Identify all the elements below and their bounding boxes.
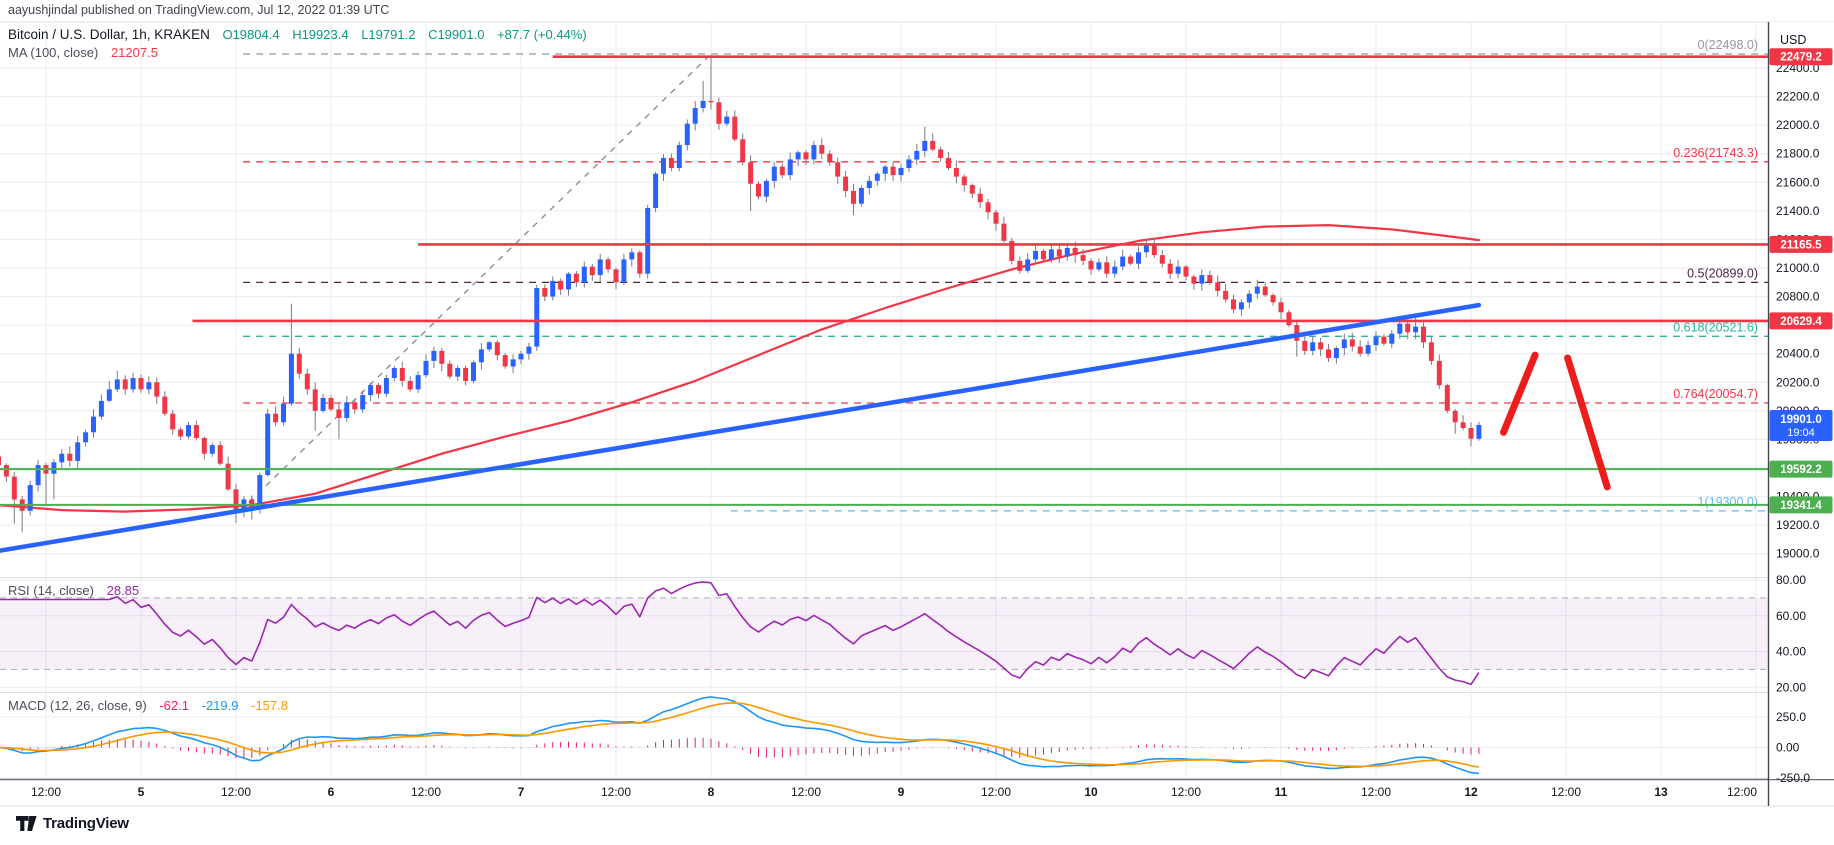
rsi-value: 28.85 [106, 583, 140, 598]
svg-text:20800.0: 20800.0 [1776, 290, 1820, 304]
level-badge [1769, 48, 1833, 66]
svg-text:20400.0: 20400.0 [1776, 347, 1820, 361]
svg-text:8: 8 [708, 785, 715, 799]
tv-logo-text: TradingView [43, 815, 129, 832]
main-legend[interactable]: Bitcoin / U.S. Dollar, 1h, KRAKEN O19804… [8, 27, 596, 42]
projection-arrows[interactable] [1500, 351, 1611, 491]
macd-hist-value: -62.1 [159, 698, 189, 713]
ma-label[interactable]: MA (100, close) [8, 45, 99, 60]
svg-text:12:00: 12:00 [31, 785, 61, 799]
svg-text:22479.2: 22479.2 [1780, 52, 1822, 64]
svg-text:10: 10 [1084, 785, 1098, 799]
svg-text:0.764(20054.7): 0.764(20054.7) [1673, 387, 1758, 401]
tv-logo-icon [16, 816, 37, 831]
svg-text:21000.0: 21000.0 [1776, 261, 1820, 275]
svg-text:12:00: 12:00 [791, 785, 821, 799]
macd-label[interactable]: MACD (12, 26, close, 9) [8, 698, 147, 713]
svg-text:11: 11 [1275, 785, 1288, 799]
bar-countdown: 19:04 [1787, 427, 1815, 439]
svg-text:19592.2: 19592.2 [1780, 464, 1822, 476]
svg-text:12: 12 [1464, 785, 1478, 799]
svg-text:19901.0: 19901.0 [1780, 414, 1822, 426]
svg-text:1(19300.0): 1(19300.0) [1698, 495, 1758, 509]
price-change: +87.7 (+0.44%) [497, 27, 587, 42]
svg-text:20200.0: 20200.0 [1776, 375, 1820, 389]
ma-value: 21207.5 [110, 45, 158, 60]
svg-text:0(22498.0): 0(22498.0) [1698, 38, 1758, 52]
svg-text:0.236(21743.3): 0.236(21743.3) [1673, 146, 1758, 160]
macd-main-value: -219.9 [201, 698, 239, 713]
rsi-band [0, 597, 1768, 670]
macd-signal-value: -157.8 [251, 698, 288, 713]
svg-text:12:00: 12:00 [601, 785, 631, 799]
svg-text:60.00: 60.00 [1776, 609, 1806, 623]
time-scale[interactable]: 12:00 5 12:00 6 12:00 7 12:00 8 12:00 9 12:00 10 12:… [0, 778, 1834, 807]
svg-text:-250.0: -250.0 [1776, 771, 1810, 785]
symbol-title[interactable]: Bitcoin / U.S. Dollar, 1h, KRAKEN [8, 27, 210, 42]
tradingview-logo[interactable]: TradingView [16, 815, 129, 832]
blue-trendline[interactable] [0, 302, 1482, 553]
svg-text:9: 9 [898, 785, 905, 799]
ohlc-close: C19901.0 [428, 27, 485, 42]
ohlc-high: H19923.4 [292, 27, 349, 42]
svg-text:0.00: 0.00 [1776, 741, 1800, 755]
candles [0, 55, 1482, 533]
svg-text:0.618(20521.6): 0.618(20521.6) [1673, 320, 1758, 334]
svg-text:21400.0: 21400.0 [1776, 204, 1820, 218]
svg-text:5: 5 [138, 785, 145, 799]
pane-separators[interactable] [0, 21, 1834, 693]
rsi-label[interactable]: RSI (14, close) [8, 583, 94, 598]
svg-text:12:00: 12:00 [411, 785, 441, 799]
level-badge [1769, 460, 1833, 478]
price-scale[interactable]: USD22400.022200.022000.021800.021600.021… [1767, 22, 1834, 806]
price-badges: 22479.2 21165.5 20629.4 19592.2 19341.4 19901… [1769, 48, 1833, 514]
ohlc-low: L19791.2 [361, 27, 416, 42]
svg-text:20629.4: 20629.4 [1780, 316, 1822, 328]
publish-info: aayushjindal published on TradingView.co… [8, 3, 390, 17]
ma-legend[interactable]: MA (100, close) 21207.5 [8, 45, 167, 60]
svg-text:80.00: 80.00 [1776, 573, 1806, 587]
svg-text:19341.4: 19341.4 [1780, 500, 1822, 512]
svg-text:12:00: 12:00 [221, 785, 251, 799]
svg-text:12:00: 12:00 [1727, 785, 1757, 799]
svg-text:13: 13 [1654, 785, 1668, 799]
svg-text:19200.0: 19200.0 [1776, 518, 1820, 532]
dashed-trendline[interactable] [239, 53, 712, 512]
rsi-legend[interactable]: RSI (14, close) 28.85 [8, 583, 148, 598]
horizontal-levels[interactable] [0, 55, 1768, 506]
ohlc-open: O19804.4 [222, 27, 280, 42]
svg-text:7: 7 [518, 785, 525, 799]
svg-text:21600.0: 21600.0 [1776, 175, 1820, 189]
fib-levels[interactable]: 0(22498.0) 0.236(21743.3) 0.5(20899.0) 0.61… [243, 38, 1768, 512]
svg-text:22200.0: 22200.0 [1776, 90, 1820, 104]
svg-text:40.00: 40.00 [1776, 645, 1806, 659]
level-badge [1769, 312, 1833, 330]
macd-lines[interactable] [0, 696, 1480, 775]
svg-text:21165.5: 21165.5 [1781, 239, 1823, 251]
svg-text:6: 6 [328, 785, 335, 799]
svg-text:12:00: 12:00 [1171, 785, 1201, 799]
svg-text:0.5(20899.0): 0.5(20899.0) [1687, 266, 1758, 280]
svg-text:12:00: 12:00 [1361, 785, 1391, 799]
level-badge [1769, 235, 1833, 253]
svg-text:12:00: 12:00 [981, 785, 1011, 799]
last-price-badge [1769, 410, 1833, 441]
macd-legend[interactable]: MACD (12, 26, close, 9) -62.1 -219.9 -15… [8, 698, 297, 713]
rsi-line[interactable] [0, 581, 1480, 686]
currency-label: USD [1780, 33, 1806, 47]
svg-text:19000.0: 19000.0 [1776, 547, 1820, 561]
svg-text:12:00: 12:00 [1551, 785, 1581, 799]
svg-text:20.00: 20.00 [1776, 680, 1806, 694]
svg-text:21800.0: 21800.0 [1776, 147, 1820, 161]
svg-text:22000.0: 22000.0 [1776, 118, 1820, 132]
svg-text:250.0: 250.0 [1776, 710, 1806, 724]
level-badge [1769, 496, 1833, 514]
